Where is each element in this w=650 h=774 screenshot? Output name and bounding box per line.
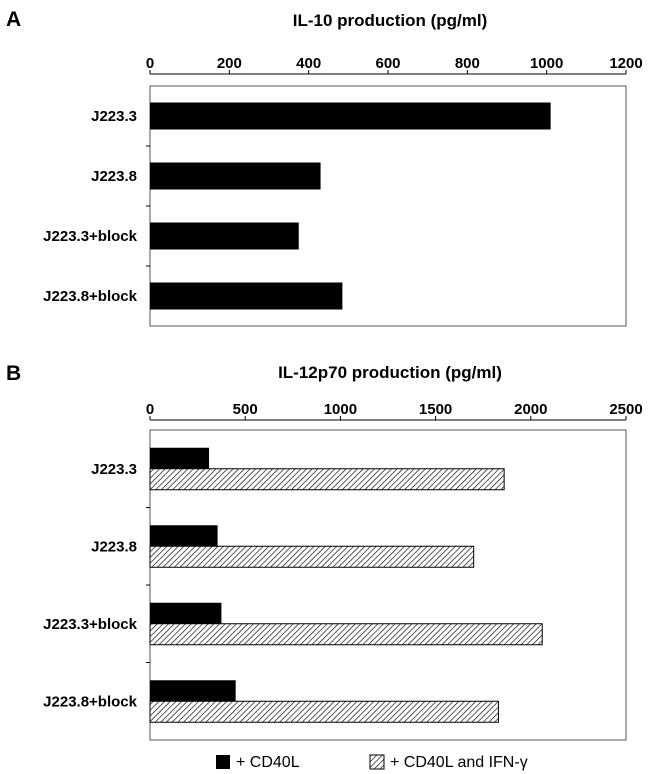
- category-label-j223-3: J223.3: [91, 461, 137, 478]
- bar-j223-3-block-cd40l-and-ifn: [149, 623, 543, 646]
- legend-swatch-cd40l-ifn: [369, 754, 385, 770]
- x-tick-label: 1500: [419, 401, 452, 418]
- x-tick-label: 2000: [514, 401, 547, 418]
- legend-item-cd40l-ifn: + CD40L and IFN-γ: [369, 754, 528, 771]
- x-tick-label: 800: [455, 55, 480, 72]
- legend-item-cd40l: + CD40L: [216, 754, 300, 771]
- chart-title-il12p70: IL-12p70 production (pg/ml): [278, 363, 502, 382]
- bar-j223-8-block-cd40l: [150, 680, 236, 702]
- x-axis-il10: 0 200 400 600 800 1000 1200: [146, 55, 643, 75]
- panel-letter-b: B: [6, 362, 21, 385]
- bar-j223-3-block-cd40l: [150, 602, 222, 624]
- category-label-j223-8: J223.8: [91, 168, 137, 185]
- x-tick-label: 1000: [530, 55, 563, 72]
- legend: + CD40L + CD40L and IFN-γ: [216, 754, 528, 771]
- panel-letter-a: A: [6, 8, 21, 31]
- bar-j223-3-cd40l-and-ifn: [149, 468, 505, 491]
- category-label-j223-3: J223.3: [91, 108, 137, 125]
- x-tick-label: 400: [296, 55, 321, 72]
- category-label-j223-8-block: J223.8+block: [43, 288, 137, 305]
- x-tick-label: 1200: [609, 55, 642, 72]
- category-axis-il10: J223.3 J223.8 J223.3+block J223.8+block: [43, 108, 150, 305]
- chart-title-il10: IL-10 production (pg/ml): [293, 11, 488, 30]
- bars-il10: [150, 102, 551, 310]
- bars-il12p70: [149, 447, 543, 723]
- bar-j223-3: [150, 102, 551, 130]
- category-label-j223-3-block: J223.3+block: [43, 228, 137, 245]
- x-tick-label: 1000: [324, 401, 357, 418]
- category-label-j223-8-block: J223.8+block: [43, 693, 137, 710]
- legend-swatch-cd40l: [216, 755, 230, 769]
- x-tick-label: 0: [146, 55, 154, 72]
- legend-label-cd40l-ifn: + CD40L and IFN-γ: [390, 754, 528, 771]
- x-axis-il12p70: 0 500 1000 1500 2000 2500: [146, 401, 643, 421]
- bar-j223-8-cd40l-and-ifn: [149, 545, 475, 568]
- category-label-j223-3-block: J223.3+block: [43, 616, 137, 633]
- panel-a-il10-chart: A IL-10 production (pg/ml) 0 200 400 600 800…: [6, 8, 643, 327]
- category-axis-il12p70: J223.3 J223.8 J223.3+block J223.8+block: [43, 461, 150, 710]
- bar-j223-8-block-cd40l-and-ifn: [149, 700, 499, 723]
- x-tick-label: 600: [375, 55, 400, 72]
- bar-j223-3-block: [150, 222, 299, 250]
- x-tick-label: 2500: [609, 401, 642, 418]
- bar-j223-8-cd40l: [150, 525, 218, 547]
- bar-j223-3-cd40l: [150, 447, 210, 469]
- legend-label-cd40l: + CD40L: [236, 754, 300, 771]
- category-label-j223-8: J223.8: [91, 538, 137, 555]
- x-tick-label: 500: [233, 401, 258, 418]
- x-tick-label: 200: [217, 55, 242, 72]
- bar-j223-8-block: [150, 282, 343, 310]
- panel-b-il12p70-chart: B IL-12p70 production (pg/ml) 0 500 1000 15…: [6, 362, 643, 741]
- x-tick-label: 0: [146, 401, 154, 418]
- bar-j223-8: [150, 162, 321, 190]
